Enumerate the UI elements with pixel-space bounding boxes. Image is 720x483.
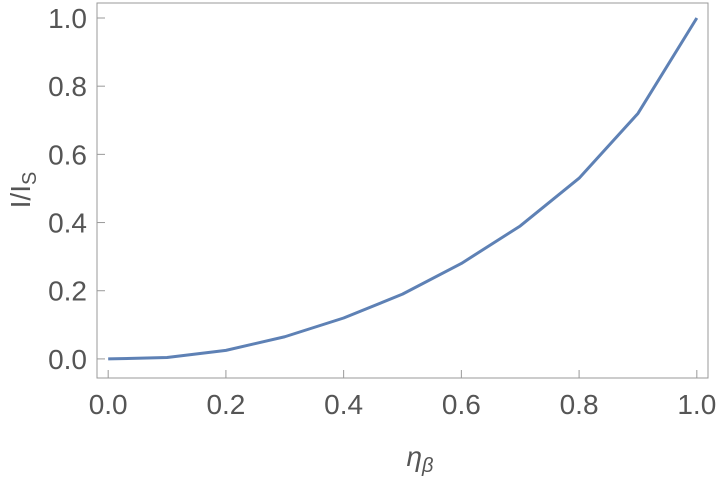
x-tick-label: 0.8 (560, 389, 599, 420)
x-tick-label: 0.2 (206, 389, 245, 420)
y-label-sub: S (19, 172, 41, 185)
x-tick-label: 1.0 (677, 389, 716, 420)
y-tick-label: 0.8 (48, 71, 87, 102)
y-tick-label: 0.0 (48, 344, 87, 375)
y-label-main: I/I (5, 185, 36, 208)
y-axis-label: I/IS (5, 172, 41, 209)
x-tick-label: 0.6 (442, 389, 481, 420)
x-tick-label: 0.0 (89, 389, 128, 420)
x-label-main: η (407, 441, 423, 472)
plot-frame (96, 2, 709, 379)
y-tick-label: 0.2 (48, 276, 87, 307)
y-tick-label: 1.0 (48, 3, 87, 34)
x-label-sub: β (421, 455, 433, 477)
y-tick-label: 0.6 (48, 139, 87, 170)
y-tick-label: 0.4 (48, 208, 87, 239)
x-axis-label: ηβ (407, 441, 434, 477)
x-tick-label: 0.4 (324, 389, 363, 420)
data-line (108, 17, 699, 361)
